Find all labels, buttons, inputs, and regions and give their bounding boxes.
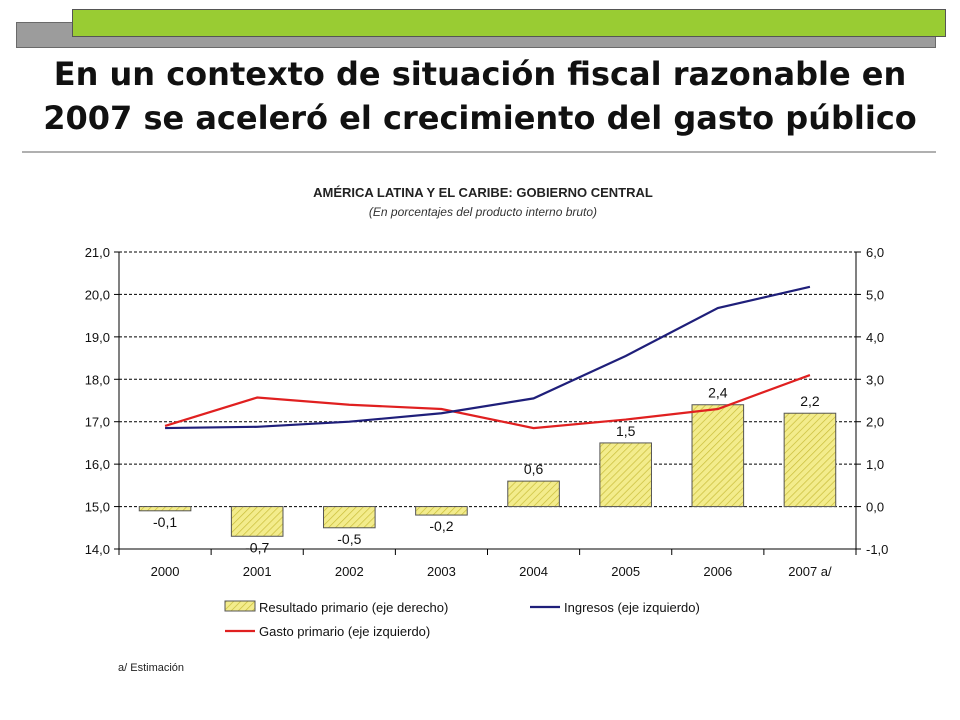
slide-title: En un contexto de situación fiscal razon… [0, 52, 960, 140]
bar-data-label: 1,5 [616, 423, 636, 439]
decorative-green-bar [72, 9, 946, 37]
x-tick-label: 2000 [151, 564, 180, 579]
right-tick-label: 1,0 [866, 457, 884, 472]
chart-subtitle: (En porcentajes del producto interno bru… [369, 205, 597, 219]
bar-data-label: 0,6 [524, 461, 544, 477]
legend-label: Gasto primario (eje izquierdo) [259, 624, 430, 639]
bar [138, 506, 192, 512]
right-tick-label: -1,0 [866, 542, 888, 557]
x-tick-label: 2001 [243, 564, 272, 579]
legend-label: Resultado primario (eje derecho) [259, 600, 448, 615]
bar [323, 506, 376, 529]
right-tick-label: 2,0 [866, 415, 884, 430]
bar [599, 442, 652, 508]
right-tick-label: 4,0 [866, 330, 884, 345]
bar [783, 412, 837, 508]
left-tick-label: 16,0 [85, 457, 110, 472]
bar-data-label: 2,2 [800, 393, 820, 409]
bar-data-label: 2,4 [708, 385, 728, 401]
bar-data-label: -0,2 [429, 518, 453, 534]
bar [691, 404, 745, 508]
bar-data-label: -0,7 [245, 539, 269, 555]
left-tick-label: 21,0 [85, 245, 110, 260]
legend-swatch [224, 600, 256, 612]
left-tick-label: 15,0 [85, 500, 110, 515]
footnote: a/ Estimación [118, 662, 185, 674]
bar [507, 480, 560, 508]
bar-data-label: -0,1 [153, 514, 177, 530]
x-tick-label: 2007 a/ [788, 564, 832, 579]
right-tick-label: 3,0 [866, 372, 884, 387]
series-line [164, 374, 811, 430]
left-tick-label: 20,0 [85, 287, 110, 302]
right-tick-label: 0,0 [866, 500, 884, 515]
slide-title-line-1: En un contexto de situación fiscal razon… [53, 55, 907, 93]
legend-label: Ingresos (eje izquierdo) [564, 600, 700, 615]
axes: 14,0 15,0 16,0 17,0 18,0 19,0 20,0 21,0 -1,0 0,0 1… [85, 245, 889, 579]
legend: Resultado primario (eje derecho) Ingresos… [224, 600, 700, 639]
series-line [165, 285, 811, 430]
chart-title: AMÉRICA LATINA Y EL CARIBE: GOBIERNO CEN… [313, 185, 653, 200]
title-divider [22, 151, 936, 153]
slide-title-line-2: 2007 se aceleró el crecimiento del gasto… [43, 99, 917, 137]
bar [230, 506, 284, 537]
left-tick-label: 19,0 [85, 330, 110, 345]
x-tick-label: 2005 [611, 564, 640, 579]
right-tick-label: 5,0 [866, 287, 884, 302]
line-series [164, 285, 811, 430]
bar-data-label: -0,5 [337, 531, 361, 547]
x-tick-label: 2002 [335, 564, 364, 579]
gridlines [119, 251, 856, 508]
bar-series: -0,1 -0,7 -0,5 -0,2 0,6 1,5 2,4 2,2 [138, 385, 837, 555]
right-tick-label: 6,0 [866, 245, 884, 260]
x-tick-label: 2006 [703, 564, 732, 579]
x-tick-label: 2004 [519, 564, 548, 579]
bar [415, 506, 468, 516]
x-tick-label: 2003 [427, 564, 456, 579]
left-tick-label: 14,0 [85, 542, 110, 557]
left-tick-label: 17,0 [85, 415, 110, 430]
left-tick-label: 18,0 [85, 372, 110, 387]
